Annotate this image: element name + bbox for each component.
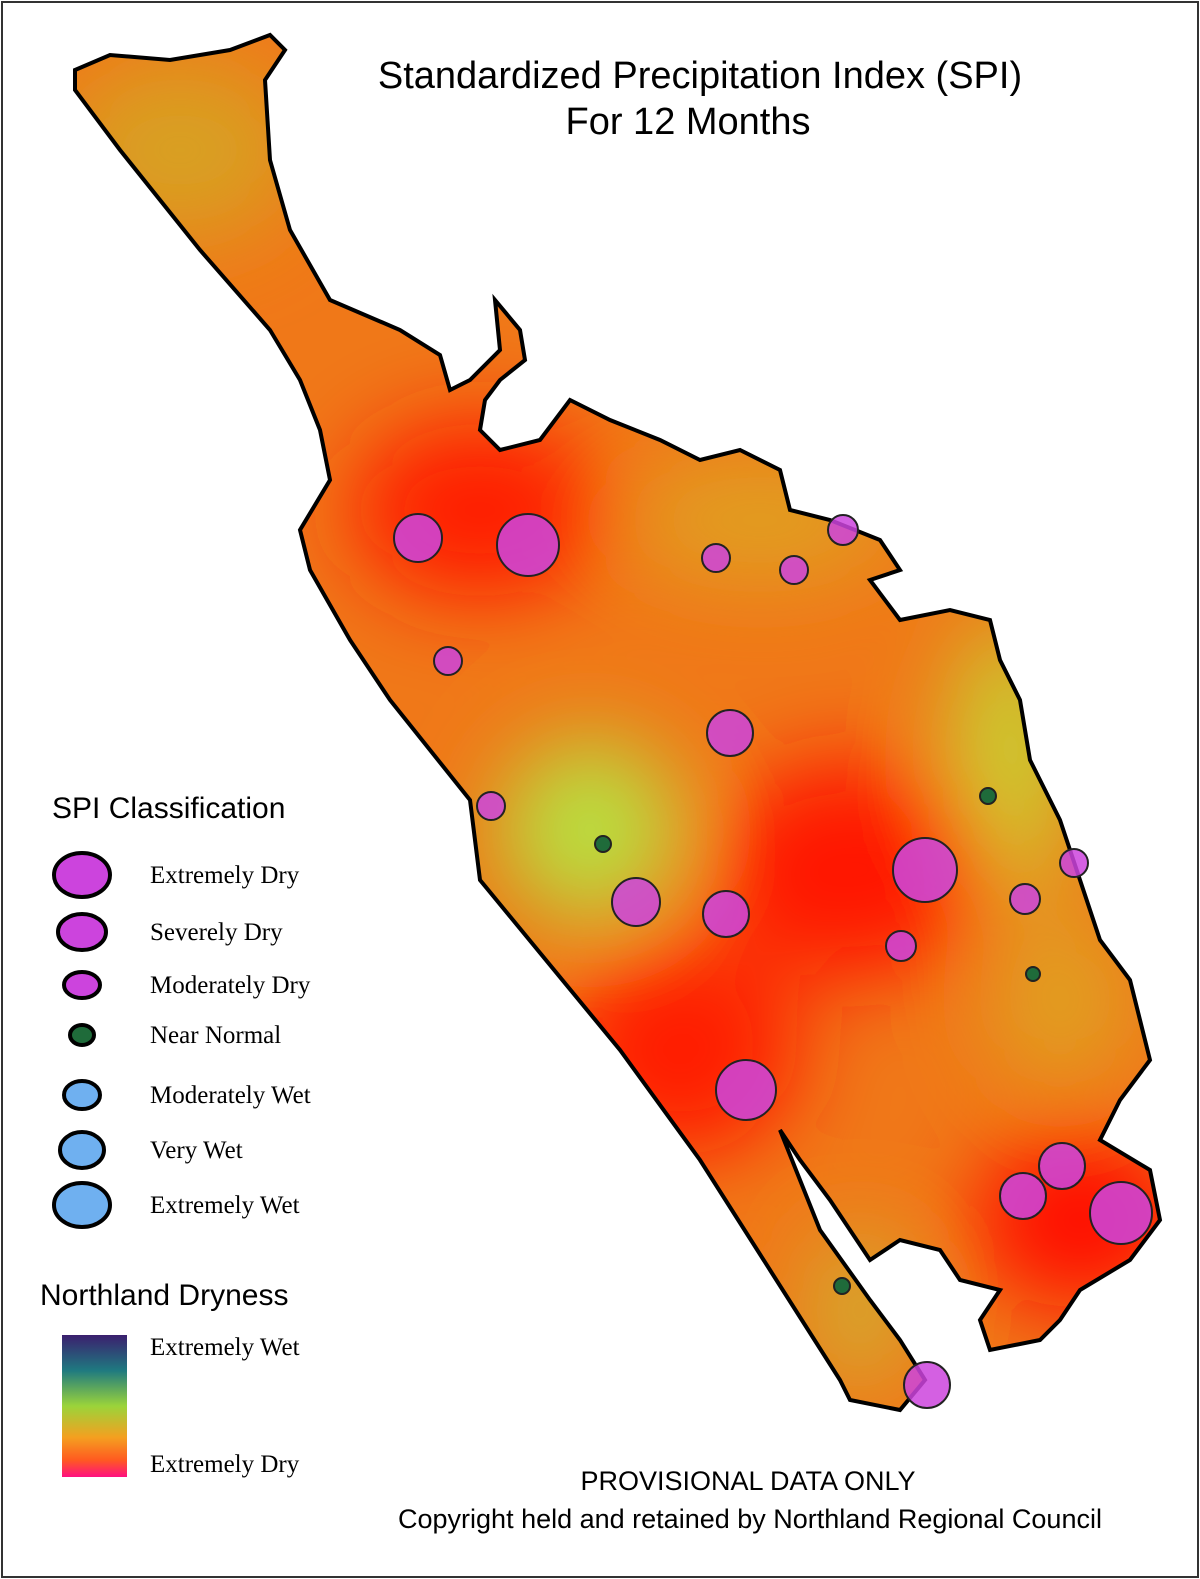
station — [594, 835, 612, 853]
station — [702, 890, 750, 938]
legend-label: Moderately Dry — [150, 972, 311, 999]
station — [715, 1059, 777, 1121]
station — [892, 837, 958, 903]
stations — [393, 513, 1153, 1409]
station — [827, 514, 859, 546]
legend-label: Near Normal — [150, 1022, 281, 1049]
station — [476, 791, 506, 821]
legend-symbol — [62, 970, 102, 1000]
station — [1038, 1142, 1086, 1190]
color-ramp — [62, 1335, 127, 1477]
title: Standardized Precipitation Index (SPI) — [378, 55, 1022, 97]
legend-heading: Northland Dryness — [40, 1279, 288, 1312]
legend-symbol — [62, 1079, 102, 1111]
station — [999, 1172, 1047, 1220]
station — [701, 543, 731, 573]
footer: Copyright held and retained by Northland… — [398, 1504, 1102, 1534]
station — [1009, 883, 1041, 915]
station — [433, 646, 463, 676]
legend-label: Extremely Dry — [150, 862, 300, 889]
ramp-label: Extremely Wet — [150, 1334, 300, 1361]
legend-symbol — [68, 1023, 96, 1047]
station — [611, 877, 661, 927]
legend-label: Moderately Wet — [150, 1082, 311, 1109]
legend-heading: SPI Classification — [52, 792, 285, 825]
legend-symbol — [56, 912, 108, 952]
station — [496, 513, 560, 577]
station — [1025, 966, 1041, 982]
legend-label: Extremely Wet — [150, 1192, 300, 1219]
legend-label: Very Wet — [150, 1137, 243, 1164]
station — [1089, 1181, 1153, 1245]
station — [833, 1277, 851, 1295]
footer: PROVISIONAL DATA ONLY — [580, 1466, 915, 1496]
legend-symbol — [52, 851, 112, 899]
legend-symbol — [58, 1130, 106, 1170]
station — [979, 787, 997, 805]
station — [903, 1361, 951, 1409]
legend-label: Severely Dry — [150, 919, 283, 946]
ramp-label: Extremely Dry — [150, 1451, 300, 1478]
station — [885, 930, 917, 962]
station — [393, 513, 443, 563]
station — [1059, 848, 1089, 878]
station — [706, 709, 754, 757]
title: For 12 Months — [566, 101, 811, 143]
station — [779, 555, 809, 585]
legend-symbol — [52, 1181, 112, 1229]
